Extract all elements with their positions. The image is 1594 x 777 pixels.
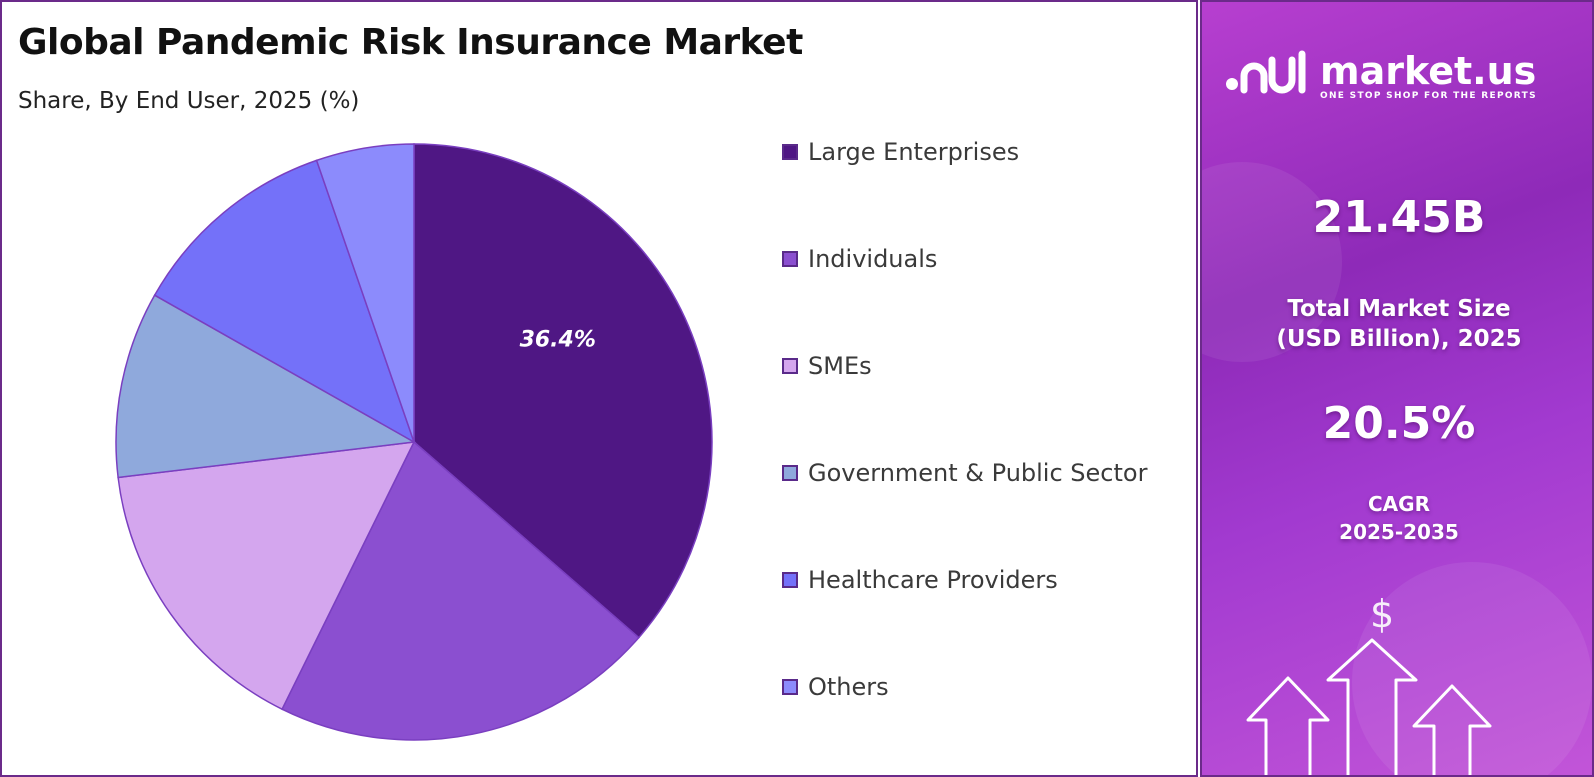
market-us-logo-icon (1226, 50, 1306, 94)
market-size-unit-label: (USD Billion), 2025 (1276, 326, 1522, 352)
legend-label: Healthcare Providers (808, 566, 1058, 594)
pie-slice-healthcare-providers (153, 159, 416, 444)
brand: market.us ONE STOP SHOP FOR THE REPORTS (1224, 46, 1537, 106)
growth-arrows-icon (1246, 638, 1492, 775)
cagr-label: CAGR (1368, 492, 1430, 516)
data-label-large-enterprises: 36.4% (520, 328, 596, 353)
legend-label: Individuals (808, 245, 938, 273)
legend-swatch (782, 251, 798, 267)
pie-slice-individuals (281, 440, 640, 741)
legend-item-government-and-public-sector: Government & Public Sector (782, 455, 1147, 491)
chart-title: Global Pandemic Risk Insurance Market (18, 22, 803, 63)
legend-swatch (782, 358, 798, 374)
legend-label: SMEs (808, 352, 872, 380)
legend-swatch (782, 144, 798, 160)
chart-panel: Global Pandemic Risk Insurance Market Sh… (0, 0, 1198, 777)
chart-subtitle: Share, By End User, 2025 (%) (18, 88, 360, 114)
legend-item-individuals: Individuals (782, 241, 937, 277)
legend-swatch (782, 465, 798, 481)
legend-swatch (782, 572, 798, 588)
pie-chart: 36.4% (115, 143, 713, 741)
pie-slice-large-enterprises (413, 143, 713, 639)
pie-slice-government-and-public-sector (115, 294, 417, 479)
legend-swatch (782, 679, 798, 695)
cagr-period: 2025-2035 (1339, 520, 1459, 544)
dollar-icon: $ (1370, 592, 1395, 636)
pie-slice-smes (117, 441, 416, 711)
summary-panel: market.us ONE STOP SHOP FOR THE REPORTS … (1200, 0, 1594, 777)
legend-item-healthcare-providers: Healthcare Providers (782, 562, 1058, 598)
legend-item-smes: SMEs (782, 348, 872, 384)
pie-slice-others (315, 143, 415, 443)
brand-tagline: ONE STOP SHOP FOR THE REPORTS (1320, 91, 1537, 101)
legend-label: Government & Public Sector (808, 459, 1148, 487)
legend-label: Others (808, 673, 889, 701)
legend-item-large-enterprises: Large Enterprises (782, 134, 1019, 170)
cagr-value: 20.5% (1322, 398, 1476, 449)
market-size-label: Total Market Size (1287, 296, 1511, 322)
background-decoration (1352, 562, 1592, 775)
brand-name: market.us (1320, 49, 1537, 93)
market-size-value: 21.45B (1312, 192, 1486, 243)
legend-label: Large Enterprises (808, 138, 1020, 166)
legend-item-others: Others (782, 669, 889, 705)
